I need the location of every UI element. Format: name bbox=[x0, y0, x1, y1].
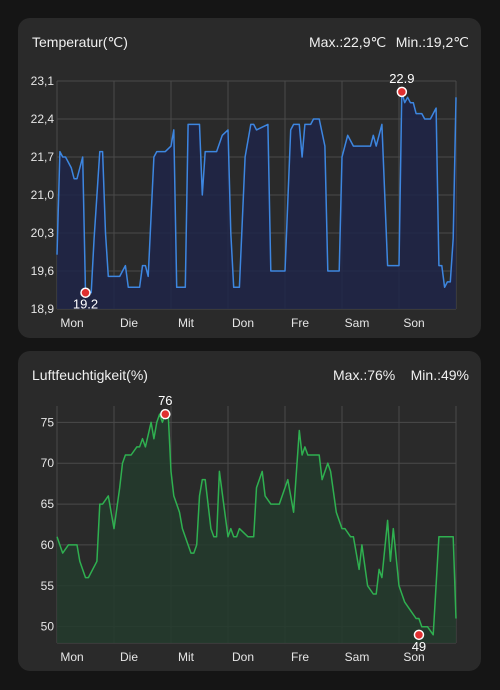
temperature-min-label: Min.:19,2℃ bbox=[395, 34, 469, 50]
temperature-x-tick-label: Fre bbox=[291, 316, 309, 330]
temperature-y-tick-label: 19,6 bbox=[31, 264, 55, 278]
humidity-y-tick-label: 65 bbox=[41, 497, 55, 511]
humidity-card: 75 70 65 60 55 50 Mon Die Mit Don Fre Sam Son 76 49 Lu… bbox=[18, 351, 481, 671]
temperature-y-tick-label: 23,1 bbox=[31, 74, 55, 88]
humidity-min-marker bbox=[413, 629, 425, 641]
temperature-y-tick-label: 20,3 bbox=[31, 226, 55, 240]
temperature-card: 23,1 22,4 21,7 21,0 20,3 19,6 18,9 Mon Die Mit Don… bbox=[18, 18, 481, 338]
humidity-y-tick-label: 70 bbox=[41, 456, 55, 470]
humidity-x-tick-label: Mon bbox=[60, 650, 83, 664]
temperature-title: Temperatur(℃) bbox=[32, 34, 128, 50]
temperature-x-tick-label: Die bbox=[120, 316, 138, 330]
temperature-min-marker bbox=[80, 287, 91, 298]
temperature-x-tick-label: Sam bbox=[345, 316, 370, 330]
humidity-series-area bbox=[57, 414, 456, 643]
humidity-x-tick-label: Son bbox=[403, 650, 424, 664]
temperature-x-tick-label: Don bbox=[232, 316, 254, 330]
temperature-max-marker bbox=[396, 86, 408, 98]
humidity-series-line bbox=[56, 413, 457, 636]
humidity-max-marker bbox=[160, 408, 171, 420]
humidity-title: Luftfeuchtigkeit(%) bbox=[32, 367, 148, 383]
humidity-x-tick-label: Don bbox=[232, 650, 254, 664]
humidity-x-tick-label: Die bbox=[120, 650, 138, 664]
humidity-max-point-label: 76 bbox=[158, 393, 172, 408]
temperature-x-tick-label: Son bbox=[403, 316, 424, 330]
temperature-max-point-label: 22.9 bbox=[389, 71, 414, 86]
humidity-min-point-label: 49 bbox=[412, 639, 426, 654]
humidity-card-header: Luftfeuchtigkeit(%) Max.:76% Min.:49% bbox=[32, 367, 469, 387]
humidity-y-tick-label: 55 bbox=[41, 579, 55, 593]
humidity-x-tick-label: Mit bbox=[178, 650, 195, 664]
humidity-y-tick-label: 50 bbox=[41, 620, 55, 634]
humidity-y-tick-label: 75 bbox=[41, 415, 55, 429]
temperature-y-tick-label: 22,4 bbox=[31, 112, 55, 126]
temperature-min-point-label: 19.2 bbox=[73, 297, 98, 312]
temperature-max-label: Max.:22,9℃ bbox=[309, 34, 387, 50]
temperature-chart: 23,1 22,4 21,7 21,0 20,3 19,6 18,9 Mon Die Mit Don… bbox=[31, 71, 457, 330]
temperature-x-tick-label: Mit bbox=[178, 316, 195, 330]
temperature-y-tick-label: 21,7 bbox=[31, 150, 55, 164]
humidity-x-tick-label: Sam bbox=[345, 650, 370, 664]
humidity-min-label: Min.:49% bbox=[410, 367, 469, 383]
humidity-max-label: Max.:76% bbox=[333, 367, 396, 383]
temperature-y-tick-label: 21,0 bbox=[31, 188, 55, 202]
temperature-card-header: Temperatur(℃) Max.:22,9℃ Min.:19,2℃ bbox=[32, 34, 469, 54]
temperature-series-line bbox=[56, 91, 457, 294]
humidity-y-tick-label: 60 bbox=[41, 538, 55, 552]
humidity-x-tick-label: Fre bbox=[291, 650, 309, 664]
temperature-x-tick-label: Mon bbox=[60, 316, 83, 330]
humidity-chart: 75 70 65 60 55 50 Mon Die Mit Don Fre Sam Son 76 49 bbox=[41, 393, 457, 664]
temperature-y-tick-label: 18,9 bbox=[31, 302, 55, 316]
